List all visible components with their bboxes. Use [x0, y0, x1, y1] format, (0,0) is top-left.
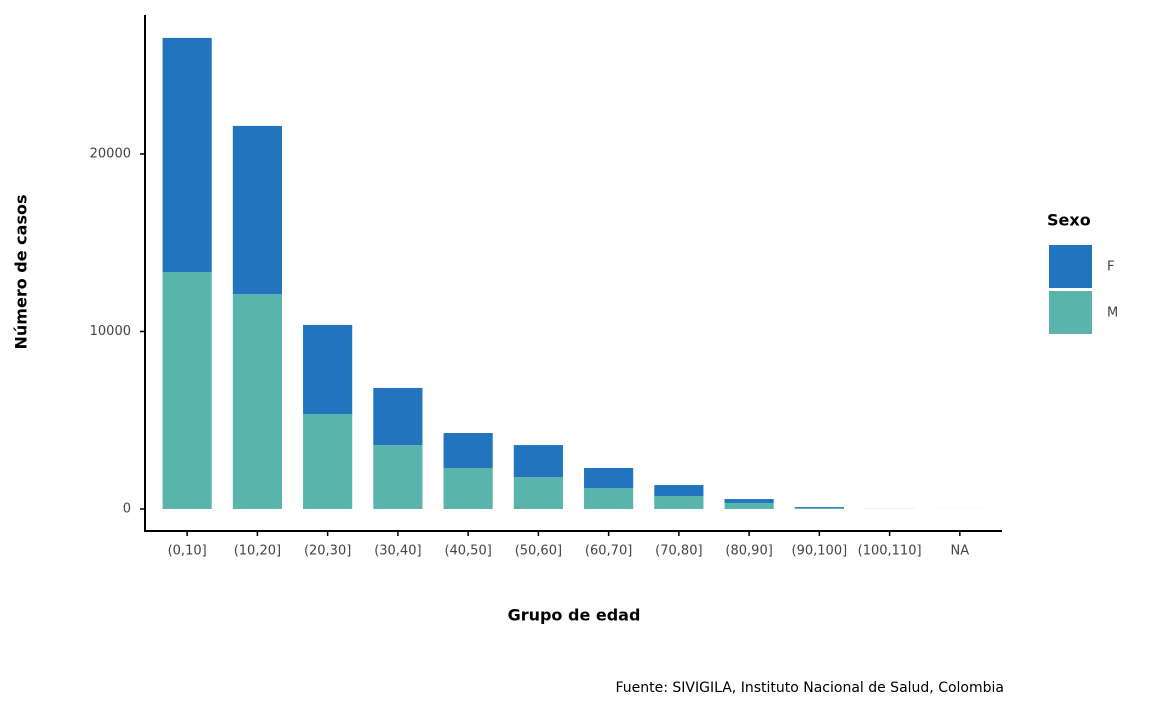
bar — [373, 445, 422, 509]
x-tick-label: (50,60] — [515, 544, 562, 559]
y-tick-label: 20000 — [90, 146, 131, 161]
bar — [163, 272, 212, 509]
bar — [725, 499, 774, 503]
bar — [795, 508, 844, 509]
bar — [514, 445, 563, 477]
bar — [233, 126, 282, 294]
x-tick-label: (10,20] — [234, 544, 281, 559]
bar — [303, 325, 352, 414]
legend-label: F — [1107, 260, 1114, 275]
bar — [303, 414, 352, 509]
legend-swatch — [1049, 291, 1092, 334]
bar — [233, 294, 282, 509]
legend-label: M — [1107, 306, 1118, 321]
y-tick-label: 10000 — [90, 324, 131, 339]
x-tick-label: (60,70] — [585, 544, 632, 559]
x-tick-label: (20,30] — [304, 544, 351, 559]
x-axis-title: Grupo de edad — [508, 606, 641, 625]
x-tick-label: (90,100] — [792, 544, 848, 559]
y-axis-title: Número de casos — [12, 195, 31, 350]
x-tick-label: (40,50] — [444, 544, 491, 559]
x-tick-label: NA — [951, 544, 970, 559]
bar — [163, 38, 212, 272]
x-tick-label: (80,90] — [725, 544, 772, 559]
x-tick-label: (0,10] — [168, 544, 207, 559]
x-tick-label: (30,40] — [374, 544, 421, 559]
bar — [795, 507, 844, 508]
bar — [584, 488, 633, 509]
bar — [654, 496, 703, 509]
bar — [725, 503, 774, 509]
caption: Fuente: SIVIGILA, Instituto Nacional de … — [615, 680, 1004, 696]
x-tick-label: (70,80] — [655, 544, 702, 559]
bar — [444, 433, 493, 468]
legend-title: Sexo — [1047, 211, 1091, 230]
bar — [654, 485, 703, 496]
legend-swatch — [1049, 245, 1092, 288]
x-tick-label: (100,110] — [858, 544, 922, 559]
bar — [373, 388, 422, 445]
bar — [584, 468, 633, 488]
bar — [514, 477, 563, 509]
bar — [444, 468, 493, 509]
y-tick-label: 0 — [123, 501, 131, 516]
